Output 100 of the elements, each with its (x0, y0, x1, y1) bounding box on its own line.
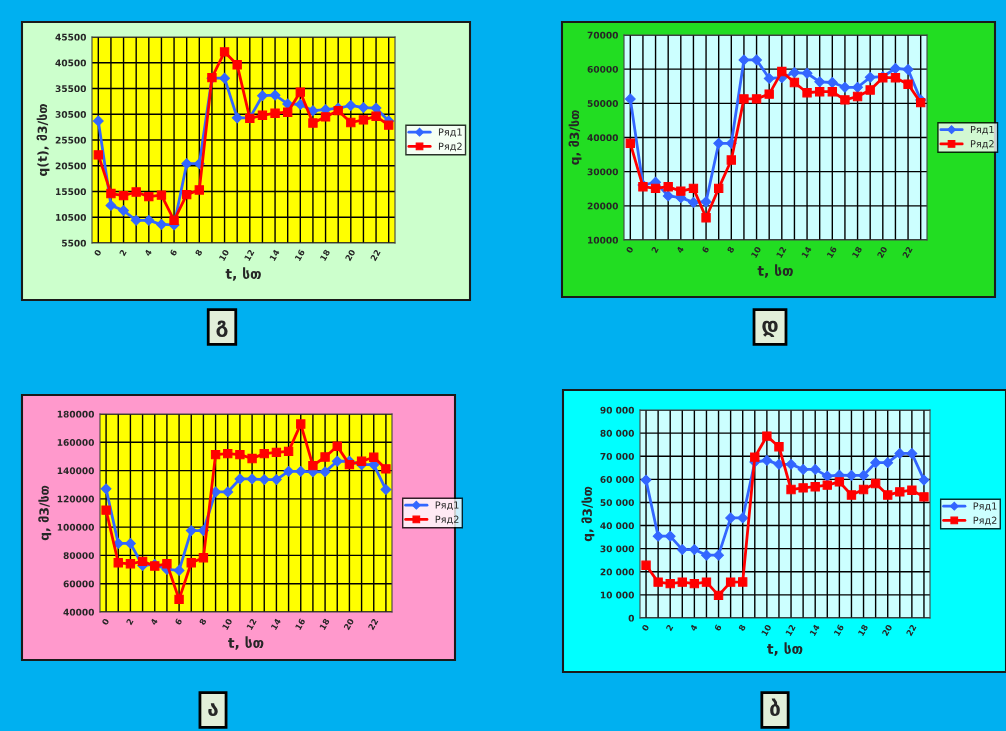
y-tick-label: 20 000 (600, 568, 635, 576)
y-tick-label: 15500 (56, 188, 87, 196)
y-tick-label: 160000 (57, 439, 95, 446)
legend-label: Ряд1 (435, 501, 459, 510)
text: ა (208, 703, 218, 717)
x-tick-label: 10 (221, 617, 233, 631)
legend-label: Ряд1 (970, 125, 994, 135)
x-tick-label: 0 (93, 248, 102, 257)
y-tick-label: 10 000 (600, 591, 635, 599)
x-axis-title: t, სთ (228, 636, 264, 650)
y-tick-label: 90 000 (600, 406, 635, 414)
y-tick-label: 10000 (588, 236, 619, 244)
y-tick-label: 180000 (57, 410, 95, 418)
x-axis-title: t, სთ (757, 264, 793, 278)
y-tick-label: 35500 (55, 85, 87, 93)
x-tick-label: 20 (344, 248, 356, 262)
y-tick-label: 80 000 (600, 429, 635, 437)
y-tick-label: 25500 (55, 136, 87, 144)
y-tick-label: 60 000 (600, 476, 635, 483)
y-tick-label: 40000 (63, 608, 95, 616)
legend-label: Ряд2 (435, 515, 459, 525)
legend-label: Ряд2 (970, 140, 994, 149)
x-tick-label: 18 (851, 246, 863, 259)
y-tick-label: 20000 (587, 202, 619, 210)
y-tick-label: 20500 (55, 162, 87, 170)
x-tick-label: 2 (665, 624, 674, 632)
legend-label: Ряд1 (973, 502, 997, 511)
legend-label: Ряд1 (438, 128, 462, 137)
y-tick-label: 30500 (55, 110, 87, 118)
y-tick-label: 60000 (63, 580, 95, 588)
x-tick-label: 2 (651, 246, 659, 254)
y-tick-label: 50000 (587, 100, 619, 107)
x-tick-label: 6 (169, 249, 178, 257)
y-tick-label: 30 000 (600, 545, 635, 553)
y-tick-label: 140000 (57, 467, 95, 475)
legend-label: Ряд2 (973, 516, 997, 526)
y-tick-label: 100000 (57, 523, 95, 531)
x-tick-label: 20 (881, 623, 893, 637)
x-tick-label: 6 (174, 618, 183, 626)
y-tick-label: 70000 (587, 31, 619, 39)
x-tick-label: 12 (244, 249, 255, 261)
x-tick-label: 16 (294, 249, 306, 262)
y-tick-label: 45500 (55, 33, 87, 41)
y-tick-label: 10500 (56, 213, 87, 221)
x-tick-label: 2 (125, 618, 134, 626)
x-tick-label: 22 (367, 618, 379, 631)
x-tick-label: 10 (750, 245, 762, 259)
y-tick-label: 30000 (587, 168, 619, 176)
y-tick-label: 120000 (57, 495, 95, 503)
y-axis-title: q(t), მ3/სთ (36, 103, 50, 177)
text: ბ (770, 698, 780, 717)
x-tick-label: 22 (370, 249, 381, 262)
x-tick-label: 16 (833, 624, 845, 637)
x-tick-label: 14 (801, 246, 812, 258)
y-tick-label: 80000 (63, 552, 95, 559)
x-tick-label: 4 (144, 249, 153, 257)
text: გ (216, 320, 228, 338)
x-tick-label: 4 (689, 624, 698, 632)
x-tick-label: 20 (876, 245, 888, 259)
x-tick-label: 6 (713, 624, 722, 632)
y-tick-label: 50 000 (600, 499, 635, 506)
x-tick-label: 0 (101, 617, 110, 626)
x-tick-label: 20 (343, 617, 355, 631)
x-tick-label: 18 (319, 618, 330, 631)
x-tick-label: 8 (738, 624, 746, 632)
x-tick-label: 14 (270, 618, 282, 630)
y-tick-label: 70 000 (600, 452, 635, 460)
x-tick-label: 18 (857, 624, 869, 637)
x-tick-label: 2 (119, 249, 127, 257)
x-tick-label: 22 (905, 624, 917, 637)
x-axis-title: t, სთ (767, 642, 803, 656)
x-tick-label: 10 (218, 248, 230, 262)
text: დ (762, 320, 778, 338)
y-axis-title: q, მ3/სთ (581, 486, 595, 542)
x-axis-title: t, სთ (225, 267, 261, 281)
x-tick-label: 10 (761, 623, 772, 637)
x-tick-label: 14 (809, 624, 820, 636)
x-tick-label: 18 (319, 249, 331, 262)
x-tick-label: 22 (902, 246, 913, 259)
legend-label: Ряд2 (438, 142, 462, 152)
x-tick-label: 8 (726, 246, 735, 254)
y-tick-label: 5500 (62, 239, 87, 247)
x-tick-label: 4 (676, 246, 685, 254)
x-tick-label: 16 (294, 618, 306, 631)
y-axis-title: q, მ3/სთ (38, 485, 52, 541)
y-axis-title: q, მ3/სთ (568, 110, 582, 165)
x-tick-label: 4 (150, 618, 158, 626)
x-tick-label: 12 (785, 624, 796, 636)
y-tick-label: 40500 (55, 59, 87, 67)
x-tick-label: 14 (269, 249, 280, 261)
x-tick-label: 12 (246, 618, 257, 630)
y-tick-label: 60000 (587, 65, 619, 73)
x-tick-label: 0 (641, 623, 650, 632)
x-tick-label: 6 (701, 246, 710, 254)
x-tick-label: 8 (194, 249, 203, 257)
x-tick-label: 8 (198, 618, 207, 626)
x-tick-label: 12 (776, 246, 787, 258)
y-tick-label: 40 000 (600, 522, 635, 530)
y-tick-label: 40000 (587, 134, 619, 142)
x-tick-label: 16 (826, 246, 838, 259)
